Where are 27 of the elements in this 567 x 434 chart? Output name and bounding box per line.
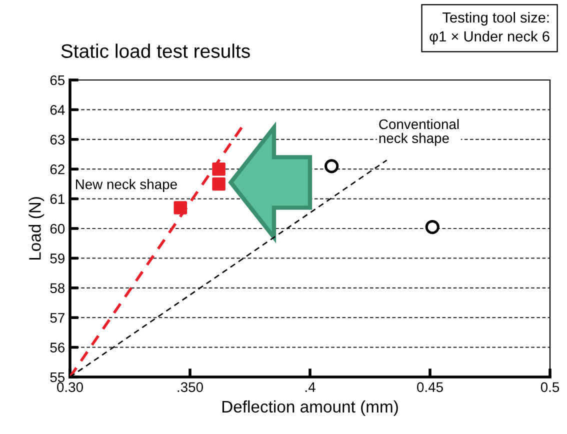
x-tick-label: 0.5 — [540, 382, 560, 392]
point — [212, 162, 226, 176]
y-tick-label: 65 — [50, 75, 65, 86]
y-tick-label: 61 — [50, 194, 64, 204]
x-tick-label: .4 — [305, 382, 316, 392]
y-axis-title: Load (N) — [28, 197, 44, 260]
y-tick-label: 64 — [50, 105, 65, 115]
point — [174, 201, 188, 214]
y-tick-label: 56 — [50, 342, 65, 352]
y-tick-label: 57 — [50, 313, 64, 323]
y-tick-label: 63 — [50, 134, 65, 145]
point — [212, 177, 226, 191]
x-tick-label: 0.45 — [417, 382, 443, 392]
y-tick-label: 58 — [50, 283, 65, 294]
text: Testing tool size: φ1 × Under neck 6 — [430, 12, 550, 44]
y-tick-label: 55 — [50, 372, 65, 382]
point — [425, 220, 440, 234]
point — [324, 159, 339, 174]
x-axis-title: Deflection amount (mm) — [222, 400, 398, 416]
y-tick-label: 60 — [50, 224, 65, 234]
x-tick-label: .350 — [178, 382, 203, 392]
series-label: Conventional neck shape — [379, 118, 459, 146]
y-tick-label: 62 — [50, 164, 64, 174]
series-label: New neck shape — [76, 179, 177, 192]
x-tick-label: 0.30 — [57, 382, 83, 392]
chart-title: Static load test results — [61, 44, 250, 58]
y-tick-label: 59 — [50, 254, 64, 264]
